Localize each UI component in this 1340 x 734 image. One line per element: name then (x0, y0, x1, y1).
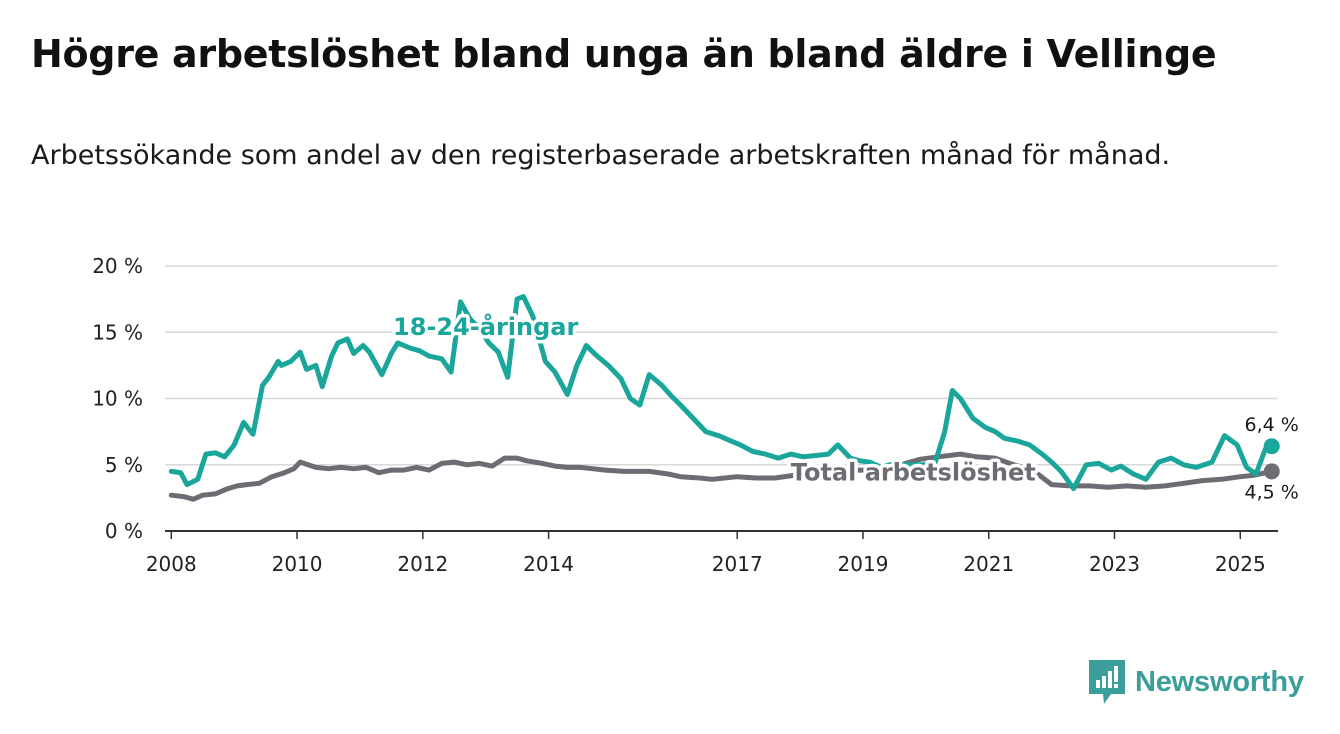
series-line-18-24 (168, 294, 1275, 492)
end-value-label-total: 4,5 % (1245, 481, 1299, 503)
series-lines (168, 294, 1280, 502)
y-tick-label-20: 20 % (92, 254, 143, 278)
x-tick-label-2021: 2021 (963, 552, 1014, 576)
series-labels: 18-24-åringar Total arbetslöshet 6,4 % 4… (390, 308, 1299, 503)
x-tick-label-2008: 2008 (146, 552, 197, 576)
x-axis: 2008 2010 2012 2014 2017 2019 2021 2023 2025 (146, 530, 1278, 576)
x-tick-label-2010: 2010 (272, 552, 323, 576)
y-tick-label-0: 0 % (105, 519, 143, 543)
y-tick-label-5: 5 % (105, 453, 143, 477)
y-tick-label-10: 10 % (92, 387, 143, 411)
x-tick-label-2014: 2014 (523, 552, 574, 576)
brand-name: Newsworthy (1135, 665, 1304, 698)
brand-logo: Newsworthy (1089, 660, 1304, 704)
end-point-18-24 (1263, 438, 1280, 455)
chart-subtitle: Arbetssökande som andel av den registerb… (31, 140, 1171, 171)
series-label-18-24: 18-24-åringar (393, 312, 578, 341)
x-tick-label-2023: 2023 (1089, 552, 1140, 576)
y-axis: 0 % 5 % 10 % 15 % 20 % (92, 254, 143, 543)
series-label-total: Total arbetslöshet (791, 459, 1036, 487)
series-line-total (168, 451, 1275, 502)
x-tick-label-2017: 2017 (712, 552, 763, 576)
y-tick-label-15: 15 % (92, 320, 143, 344)
end-point-total (1263, 463, 1280, 480)
newsworthy-logo-icon (1089, 660, 1125, 704)
x-tick-label-2012: 2012 (397, 552, 448, 576)
x-tick-label-2019: 2019 (838, 552, 889, 576)
end-value-label-18-24: 6,4 % (1245, 414, 1299, 436)
chart-title: Högre arbetslöshet bland unga än bland ä… (31, 32, 1217, 76)
x-tick-label-2025: 2025 (1215, 552, 1266, 576)
